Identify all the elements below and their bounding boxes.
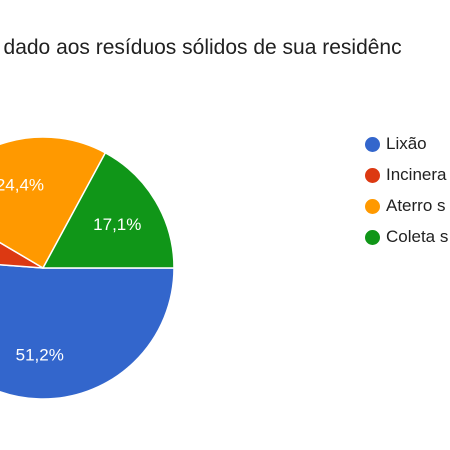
slice-label-2: 24,4%: [0, 176, 44, 195]
pie-slice-3: [41, 151, 175, 269]
legend-label-3: Coleta s: [386, 227, 449, 246]
legend-swatch-3: [365, 229, 380, 245]
legend-label-2: Aterro s: [386, 196, 446, 215]
legend-label-0: Lixão: [386, 134, 427, 153]
legend-label-1: Incinera: [386, 165, 447, 184]
slice-label-3: 17,1%: [93, 215, 141, 234]
legend-swatch-1: [365, 167, 380, 183]
legend-swatch-2: [365, 198, 380, 214]
legend-swatch-0: [365, 136, 380, 152]
legend-item-2[interactable]: Aterro s: [365, 196, 446, 216]
chart-title: o dado aos resíduos sólidos de sua resid…: [0, 36, 402, 59]
slice-label-0: 51,2%: [16, 345, 64, 364]
legend-item-1[interactable]: Incinera: [365, 165, 446, 185]
pie-slice-2: [0, 136, 107, 270]
pie-slice-0: [0, 263, 175, 400]
legend-item-3[interactable]: Coleta s: [365, 227, 448, 247]
legend-item-0[interactable]: Lixão: [365, 134, 427, 154]
